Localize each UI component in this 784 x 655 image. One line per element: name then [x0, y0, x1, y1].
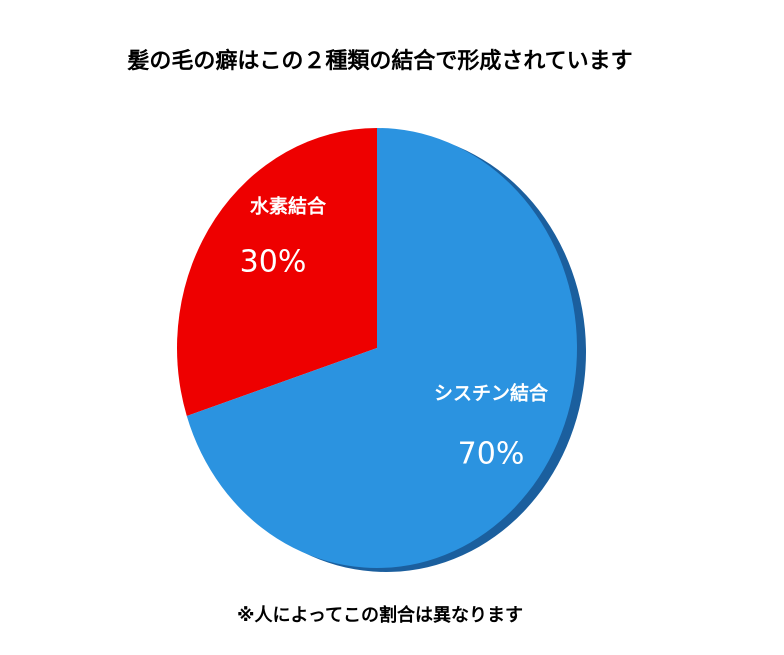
slice-name: 水素結合 [250, 194, 327, 217]
slice [176, 127, 377, 416]
slice-value-label: 70% [458, 437, 525, 472]
slice-value-label: 30% [240, 244, 307, 279]
slice [186, 128, 577, 568]
chart-title: 髪の毛の癖はこの２種類の結合で形成されています [126, 48, 632, 74]
slice-name: シスチン結合 [434, 382, 549, 405]
footnote: ※人によってこの割合は異なります [237, 604, 523, 626]
